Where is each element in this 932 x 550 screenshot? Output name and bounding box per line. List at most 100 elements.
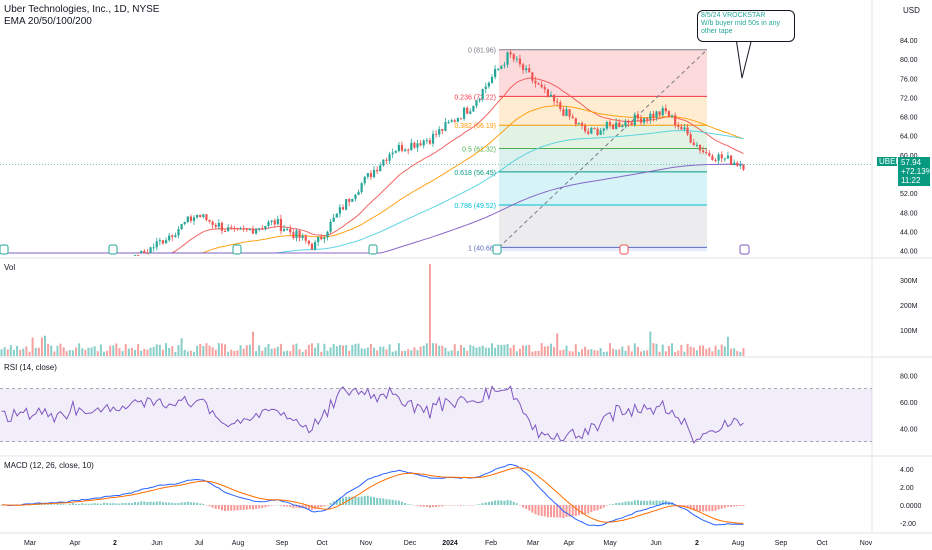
- macd-histogram-bar: [584, 505, 587, 515]
- macd-histogram-bar: [317, 505, 320, 508]
- macd-histogram-bar: [478, 504, 481, 505]
- currency-label: USD: [903, 6, 920, 15]
- macd-histogram-bar: [161, 502, 164, 505]
- candle-body: [155, 241, 158, 248]
- candle-body: [177, 229, 180, 236]
- macd-histogram-bar: [574, 505, 577, 516]
- time-axis-label: May: [603, 540, 617, 547]
- candle-body: [602, 128, 605, 131]
- volume-bar: [518, 348, 521, 356]
- volume-bar: [127, 348, 130, 356]
- volume-bar: [534, 350, 537, 356]
- volume-bar: [171, 346, 174, 356]
- volume-bar: [447, 351, 450, 356]
- candle-body: [251, 228, 255, 234]
- macd-histogram-bar: [618, 502, 621, 505]
- time-axis-label: 2: [113, 540, 117, 547]
- macd-histogram-bar: [658, 500, 661, 505]
- macd-histogram-bar: [354, 496, 357, 505]
- volume-bar: [16, 345, 19, 356]
- volume-bar: [363, 348, 366, 356]
- price-axis-label: 76.00: [900, 76, 918, 83]
- candle-body: [568, 109, 571, 117]
- volume-bar: [87, 347, 90, 356]
- macd-histogram-bar: [739, 505, 742, 506]
- candle-body: [652, 113, 655, 118]
- macd-histogram-bar: [494, 500, 497, 505]
- volume-bar: [590, 349, 593, 356]
- volume-bar: [193, 351, 196, 356]
- macd-histogram-bar: [71, 503, 74, 505]
- volume-bar: [342, 345, 345, 356]
- macd-histogram-bar: [189, 502, 192, 505]
- macd-histogram-bar: [174, 503, 177, 505]
- volume-bar: [295, 343, 298, 356]
- macd-histogram-bar: [730, 505, 733, 507]
- macd-histogram-bar: [537, 505, 540, 516]
- time-axis-label: Mar: [527, 540, 540, 547]
- price-axis-label: 64.00: [900, 134, 918, 141]
- volume-bar: [168, 347, 171, 356]
- macd-histogram-bar: [289, 505, 292, 508]
- candle-body: [214, 224, 217, 227]
- volume-bar: [261, 350, 264, 356]
- volume-bar: [78, 343, 81, 356]
- macd-histogram-bar: [56, 504, 59, 505]
- macd-histogram-bar: [655, 500, 658, 505]
- volume-bar: [730, 348, 733, 356]
- macd-histogram-bar: [118, 503, 121, 505]
- volume-bar: [189, 350, 192, 356]
- candle-body: [525, 68, 528, 71]
- volume-bar: [335, 346, 338, 356]
- macd-histogram-bar: [106, 502, 109, 505]
- candle-body: [168, 235, 171, 241]
- annotation-note[interactable]: 8/5/24 VROCKSTAR W/b buyer mid 50s in an…: [697, 10, 795, 42]
- volume-bar: [708, 347, 711, 356]
- macd-histogram-bar: [742, 505, 745, 506]
- price-axis-label: 52.00: [900, 191, 918, 198]
- volume-bar: [621, 346, 624, 356]
- macd-histogram-bar: [683, 505, 686, 508]
- time-axis-label: 2024: [442, 540, 458, 547]
- macd-histogram-bar: [708, 505, 711, 512]
- candle-body: [481, 88, 484, 100]
- volume-bar: [419, 346, 422, 356]
- macd-histogram-bar: [646, 500, 649, 505]
- ticker-badge: UBER: [877, 157, 902, 166]
- candle-body: [407, 149, 410, 151]
- candle-body: [664, 108, 667, 112]
- macd-histogram-bar: [295, 505, 298, 508]
- volume-bar: [400, 351, 403, 356]
- volume-bar: [466, 350, 469, 356]
- candle-body: [152, 247, 155, 249]
- macd-histogram-bar: [677, 505, 680, 506]
- volume-bar: [354, 343, 357, 356]
- macd-histogram-bar: [369, 496, 372, 505]
- volume-bar: [556, 333, 559, 356]
- candle-body: [310, 243, 314, 250]
- volume-bar: [723, 346, 726, 356]
- macd-histogram-bar: [487, 501, 490, 505]
- macd-histogram-bar: [96, 503, 99, 505]
- macd-histogram-bar: [553, 505, 556, 518]
- volume-bar: [143, 348, 146, 356]
- macd-histogram-bar: [165, 502, 168, 505]
- macd-histogram-bar: [137, 502, 140, 505]
- volume-bar: [615, 349, 618, 356]
- volume-bar: [112, 345, 115, 356]
- candle-body: [695, 144, 698, 146]
- volume-bar: [525, 345, 528, 356]
- candle-body: [518, 58, 522, 65]
- macd-histogram-bar: [81, 503, 84, 505]
- volume-bar: [605, 351, 608, 356]
- volume-bar: [199, 344, 202, 356]
- macd-histogram-bar: [624, 501, 627, 505]
- candle-body: [646, 118, 649, 120]
- candle-body: [236, 228, 239, 230]
- vol-axis-label: 100M: [900, 328, 918, 335]
- macd-histogram-bar: [53, 504, 56, 505]
- volume-bar: [37, 347, 40, 356]
- macd-histogram-bar: [726, 505, 729, 507]
- macd-histogram-bar: [515, 503, 518, 505]
- candle-body: [733, 162, 736, 165]
